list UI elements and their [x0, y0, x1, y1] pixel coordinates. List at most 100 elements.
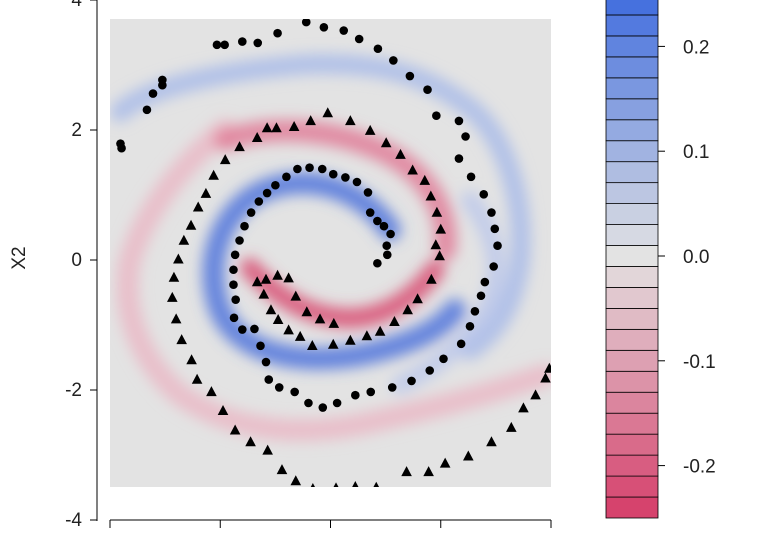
circle-point [230, 250, 240, 260]
circle-point [354, 34, 364, 44]
circle-point [319, 23, 329, 32]
circle-point [454, 116, 464, 126]
colorbar-swatch [605, 475, 659, 498]
circle-point [465, 322, 475, 331]
triangle-point [178, 234, 190, 245]
triangle-point [262, 444, 273, 455]
circle-point [305, 163, 314, 172]
triangle-point [260, 273, 272, 284]
circle-point [246, 208, 256, 217]
triangle-point [288, 120, 300, 131]
colorbar-swatch [605, 119, 659, 142]
triangle-point [389, 315, 400, 326]
circle-point [407, 376, 416, 386]
heatmap-red-inner-band [240, 258, 445, 329]
colorbar-swatch [605, 35, 659, 58]
colorbar-swatch [605, 328, 659, 351]
circle-point [373, 216, 382, 226]
triangle-point [439, 457, 451, 468]
triangle-point [310, 483, 315, 487]
triangle-point [290, 290, 302, 301]
circle-point [229, 280, 238, 290]
circle-point [332, 398, 342, 408]
circle-point [363, 188, 373, 197]
circle-point [304, 398, 313, 408]
colorbar-swatch [605, 224, 659, 246]
triangle-point [294, 330, 306, 341]
circle-point [425, 366, 435, 375]
circle-point [238, 325, 247, 334]
triangle-point [200, 187, 212, 198]
circle-point [253, 38, 263, 48]
triangle-point [208, 169, 219, 180]
circle-point [476, 291, 486, 301]
circle-point [262, 188, 272, 198]
triangle-point [283, 324, 294, 335]
colorbar-swatch [605, 245, 659, 267]
triangle-point [322, 107, 334, 118]
circle-point [387, 383, 397, 392]
triangle-point [168, 271, 180, 282]
circle-point [386, 229, 395, 239]
triangle-point [283, 272, 294, 283]
circle-point [489, 262, 498, 271]
circle-point [379, 221, 389, 231]
triangle-point [245, 436, 256, 447]
triangle-point [272, 269, 283, 280]
circle-point [301, 19, 311, 27]
triangle-point [544, 362, 551, 373]
triangle-point [328, 317, 340, 328]
x-axis [109, 519, 552, 528]
colorbar-swatch [605, 412, 659, 435]
triangle-point [307, 340, 318, 350]
y-tick-label: 0 [71, 250, 82, 271]
circle-point [382, 241, 392, 250]
heatmap-field [110, 19, 551, 487]
circle-point [480, 277, 490, 287]
circle-point [382, 250, 392, 260]
triangle-point [506, 421, 517, 432]
y-tick-label: -4 [65, 510, 82, 531]
triangle-point [419, 174, 431, 185]
colorbar-tick-label: -0.2 [683, 457, 716, 478]
colorbar-swatch [605, 433, 659, 456]
circle-point [282, 172, 291, 182]
data-markers [116, 19, 551, 487]
triangle-point [426, 273, 437, 284]
colorbar-swatch [605, 0, 659, 16]
triangle-point [258, 288, 270, 299]
circle-point [454, 154, 464, 163]
circle-point [341, 173, 350, 182]
triangle-point [170, 313, 182, 324]
colorbar-tick-label: 0.2 [683, 37, 709, 58]
triangle-point [166, 291, 178, 302]
triangle-point [206, 386, 217, 397]
circle-point [493, 241, 502, 250]
triangle-point [290, 475, 302, 486]
circle-point [339, 26, 349, 35]
circle-point [456, 339, 466, 349]
circle-point [148, 89, 158, 98]
circle-point [229, 313, 239, 323]
colorbar-swatch [605, 203, 659, 225]
x-ticks [109, 520, 552, 528]
y-axis: -4 -2 0 2 4 X2 [9, 0, 98, 531]
circle-point [479, 190, 489, 199]
circle-point [318, 403, 328, 412]
circle-point [117, 143, 126, 153]
triangle-point [192, 201, 204, 212]
triangle-point [374, 325, 386, 336]
colorbar-swatch [605, 56, 659, 79]
y-axis-title: X2 [9, 246, 30, 269]
circle-point [238, 37, 247, 46]
triangle-point [407, 164, 418, 175]
circle-point [158, 80, 167, 90]
heatmap-blue-outer-band [110, 53, 531, 360]
triangle-point [305, 115, 316, 126]
triangle-point [401, 466, 412, 477]
heatmap-pink-outer-band [116, 119, 551, 442]
colorbar-swatch [605, 287, 659, 309]
colorbar-swatch [605, 182, 659, 204]
triangle-point [463, 450, 474, 461]
triangle-point [435, 223, 447, 234]
